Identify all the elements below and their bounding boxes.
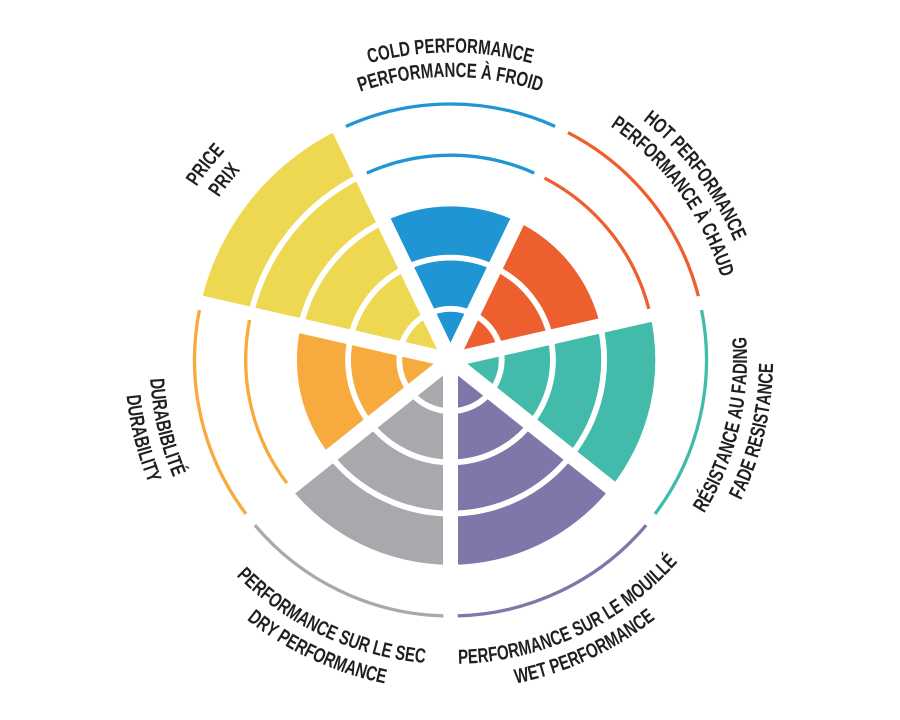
- svg-text:I: I: [154, 428, 177, 438]
- svg-text:A: A: [489, 37, 503, 61]
- svg-text:E: E: [467, 645, 478, 668]
- svg-text:D: D: [146, 378, 169, 390]
- svg-text:C: C: [511, 41, 526, 66]
- svg-text:N: N: [444, 59, 455, 82]
- svg-text:A: A: [752, 392, 776, 406]
- svg-text:R: R: [506, 638, 521, 662]
- svg-text:A: A: [127, 424, 152, 439]
- svg-text:U: U: [146, 388, 170, 401]
- svg-text:C: C: [455, 59, 466, 82]
- svg-text:D: D: [397, 37, 411, 61]
- svg-text:I: I: [748, 421, 771, 430]
- svg-text:I: I: [136, 456, 159, 467]
- svg-text:S: S: [749, 411, 773, 425]
- svg-text:O: O: [376, 40, 393, 65]
- svg-text:R: R: [434, 34, 446, 57]
- svg-text:F: F: [487, 642, 499, 666]
- svg-text:R: R: [504, 64, 519, 88]
- svg-text:N: N: [753, 382, 777, 395]
- svg-text:D: D: [728, 363, 751, 375]
- svg-text:E: E: [754, 363, 777, 374]
- svg-text:C: C: [414, 644, 428, 668]
- svg-text:I: I: [132, 444, 155, 454]
- svg-text:I: I: [525, 70, 535, 93]
- svg-text:F: F: [727, 383, 751, 395]
- svg-text:E: E: [466, 59, 477, 82]
- svg-text:F: F: [495, 63, 508, 87]
- svg-text:O: O: [514, 67, 531, 92]
- svg-text:L: L: [388, 39, 401, 63]
- svg-text:M: M: [516, 635, 533, 660]
- svg-text:O: O: [396, 62, 412, 87]
- svg-text:C: C: [754, 372, 778, 385]
- svg-text:N: N: [500, 39, 514, 63]
- svg-text:N: N: [729, 349, 752, 360]
- svg-text:A: A: [149, 408, 173, 423]
- svg-text:U: U: [725, 396, 749, 410]
- svg-text:B: B: [130, 434, 155, 450]
- svg-text:G: G: [728, 337, 751, 350]
- svg-text:R: R: [125, 414, 149, 429]
- svg-text:E: E: [403, 642, 416, 666]
- svg-text:O: O: [455, 34, 467, 57]
- svg-text:E: E: [424, 35, 436, 59]
- svg-text:W: W: [512, 663, 530, 688]
- svg-text:T: T: [750, 403, 774, 416]
- svg-text:M: M: [419, 59, 434, 83]
- svg-text:P: P: [458, 645, 469, 668]
- svg-text:F: F: [446, 34, 456, 57]
- svg-text:B: B: [151, 418, 176, 433]
- svg-text:R: R: [148, 398, 172, 412]
- svg-text:M: M: [477, 36, 491, 60]
- svg-text:S: S: [393, 641, 407, 665]
- svg-text:P: P: [413, 35, 426, 59]
- svg-text:A: A: [723, 406, 748, 421]
- svg-text:O: O: [495, 640, 510, 664]
- svg-text:R: R: [467, 35, 479, 58]
- svg-text:A: A: [728, 373, 752, 386]
- svg-text:R: R: [408, 60, 422, 84]
- svg-text:R: R: [477, 644, 490, 668]
- svg-text:D: D: [122, 394, 146, 407]
- svg-text:À: À: [480, 59, 493, 84]
- svg-text:U: U: [123, 404, 147, 418]
- svg-text:A: A: [433, 59, 445, 82]
- svg-text:I: I: [729, 359, 752, 363]
- svg-text:I: I: [161, 450, 184, 461]
